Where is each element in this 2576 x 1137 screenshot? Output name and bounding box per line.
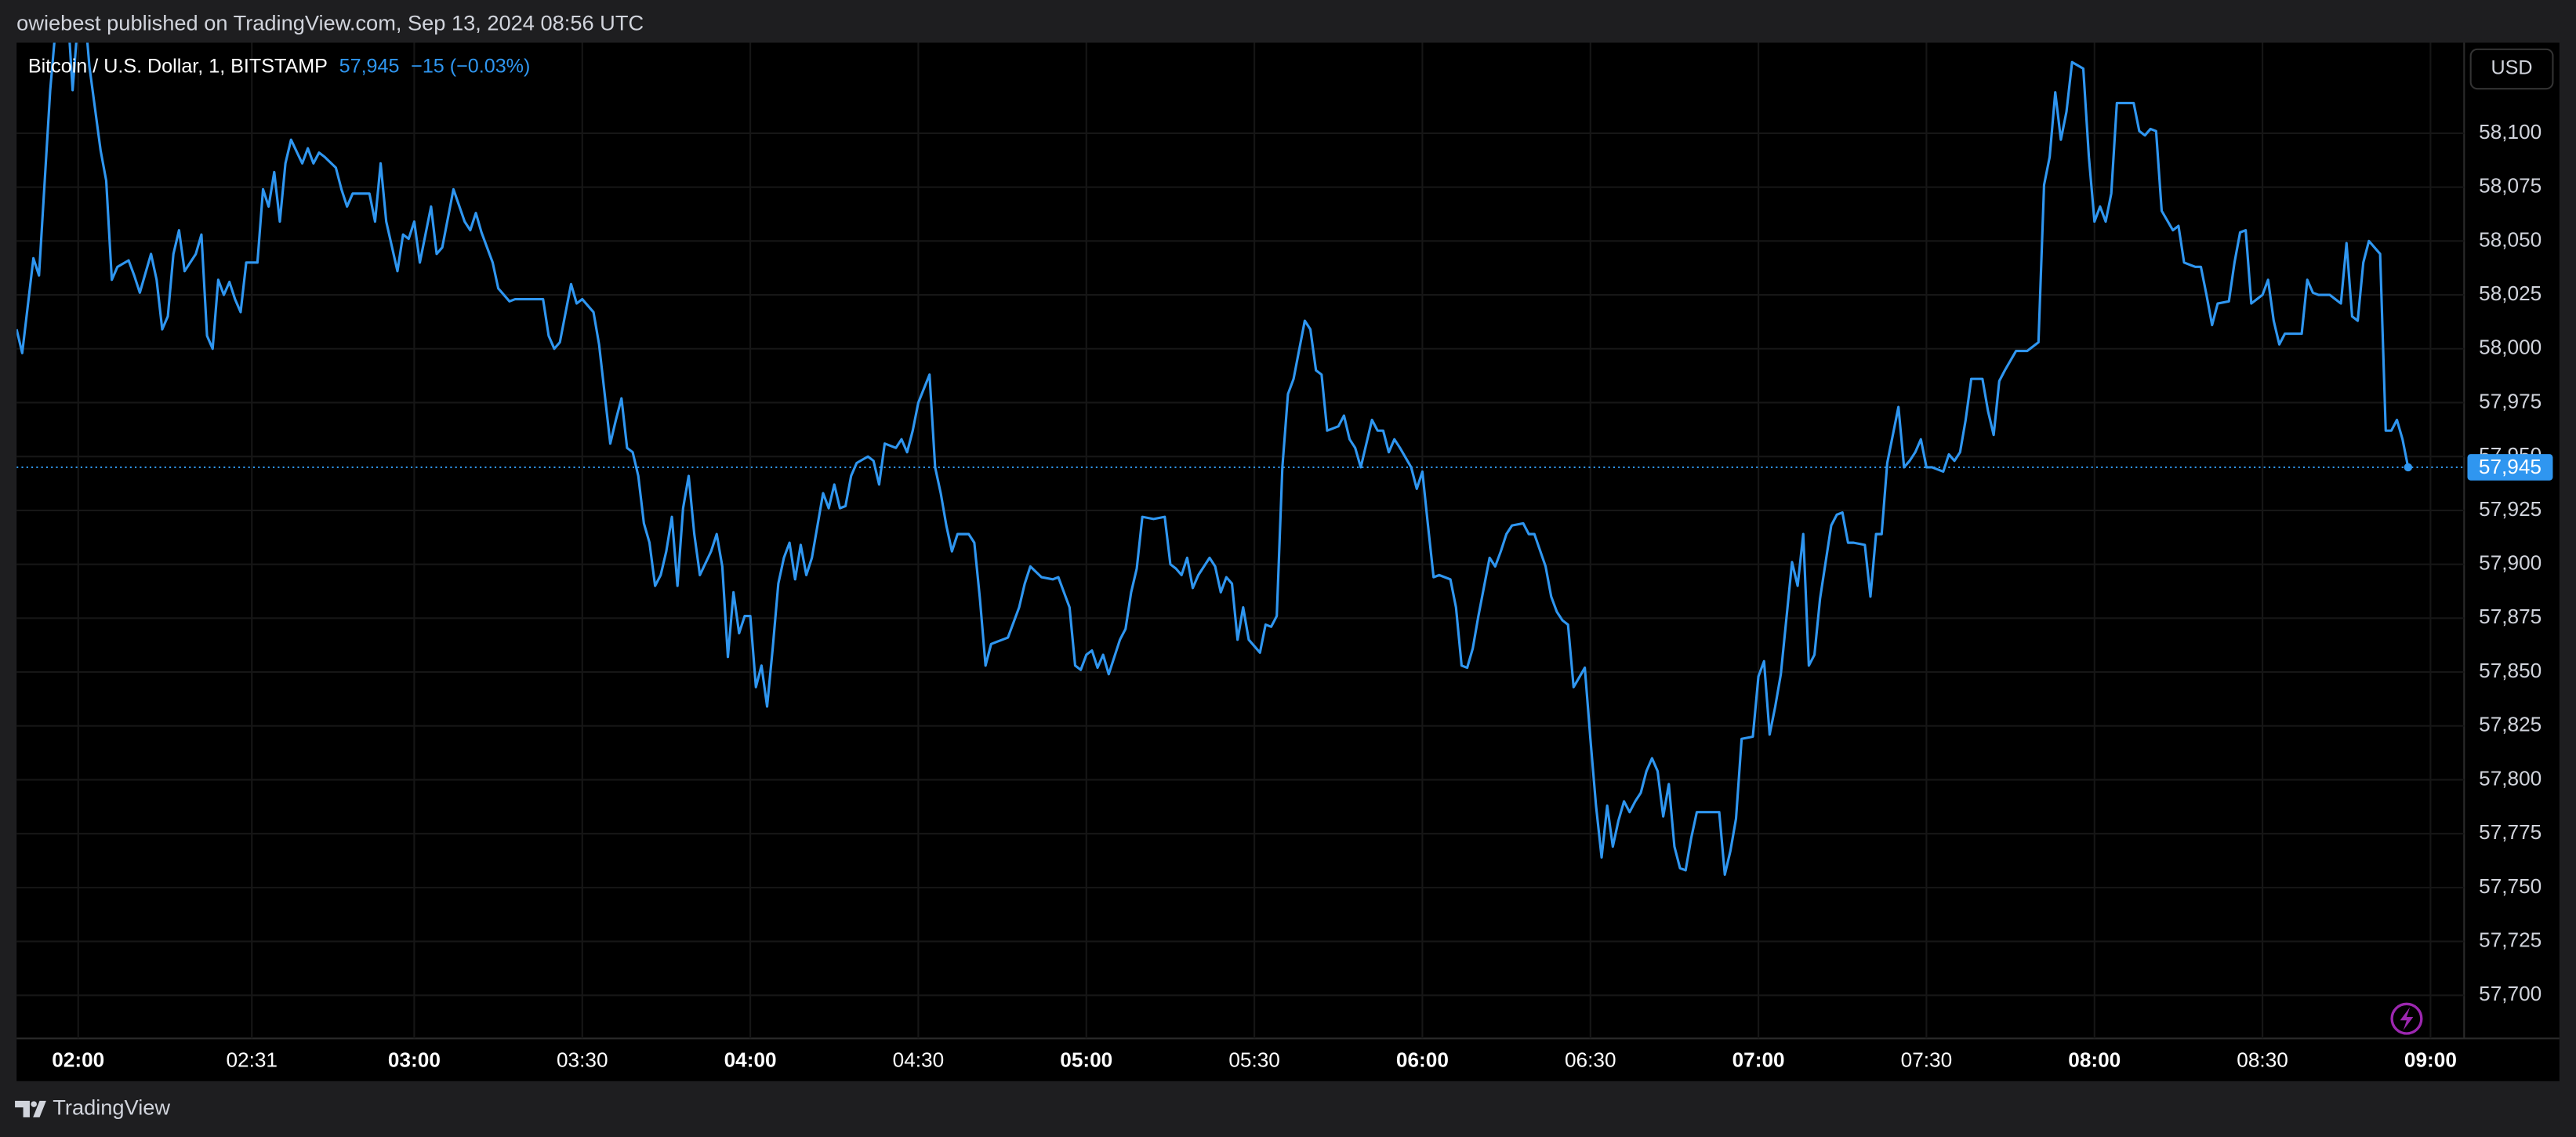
- x-tick-label: 08:00: [2068, 1048, 2121, 1072]
- y-tick-label: 58,075: [2479, 174, 2542, 198]
- x-tick-label: 02:00: [52, 1048, 104, 1072]
- y-tick-label: 57,875: [2479, 605, 2542, 628]
- legend-price: 57,945: [339, 56, 400, 78]
- currency-button[interactable]: [2469, 48, 2554, 90]
- last-price-tag: [2467, 454, 2553, 481]
- y-tick-label: 57,800: [2479, 766, 2542, 790]
- plot: [16, 42, 2465, 876]
- x-tick-label: 04:00: [724, 1048, 777, 1072]
- icon-circle[interactable]: [2390, 1002, 2423, 1035]
- x-tick-label: 09:00: [2404, 1048, 2457, 1072]
- x-tick-label: 02:31: [226, 1048, 278, 1072]
- x-tick-label: 07:00: [1732, 1048, 1785, 1072]
- chart-pane: [16, 42, 2560, 1081]
- symbol-legend: Bitcoin / U.S. Dollar, 1, BITSTAMP: [28, 56, 328, 78]
- y-tick-label: 58,000: [2479, 336, 2542, 359]
- currency-label[interactable]: USD: [2491, 57, 2533, 79]
- last-price-tag-label: 57,945: [2479, 455, 2542, 478]
- logo-dot: [31, 1101, 37, 1107]
- x-tick-label: 06:00: [1396, 1048, 1449, 1072]
- logo-mark: [15, 1100, 46, 1117]
- axes: 57,700 57,725 57,750 57,775 57,800 57,825 57,8…: [52, 120, 2553, 1072]
- y-tick-label: 58,050: [2479, 227, 2542, 251]
- x-tick-label: 08:30: [2237, 1048, 2288, 1072]
- y-tick-label: 58,025: [2479, 282, 2542, 305]
- y-tick-label: 57,975: [2479, 389, 2542, 412]
- x-tick-label: 07:30: [1901, 1048, 1953, 1072]
- y-tick-label: 58,100: [2479, 120, 2542, 143]
- last-point: [2404, 463, 2413, 472]
- y-tick-label: 57,925: [2479, 497, 2542, 521]
- x-tick-label: 05:00: [1060, 1048, 1112, 1072]
- icon-bolt[interactable]: [2400, 1007, 2414, 1030]
- publish-header: owiebest published on TradingView.com, S…: [16, 11, 644, 35]
- footer-brand: TradingView: [53, 1095, 170, 1120]
- x-tick-label: 03:00: [388, 1048, 441, 1072]
- x-tick-label: 04:30: [893, 1048, 945, 1072]
- replay-icon[interactable]: [2390, 1002, 2423, 1035]
- y-tick-label: 57,900: [2479, 551, 2542, 575]
- y-tick-label: 57,850: [2479, 659, 2542, 682]
- y-tick-label: 57,725: [2479, 928, 2542, 952]
- x-tick-label: 03:30: [557, 1048, 608, 1072]
- x-tick-label: 06:30: [1565, 1048, 1616, 1072]
- price-line: [16, 42, 2410, 876]
- footer-logo: [15, 1100, 46, 1117]
- legend-change: −15 (−0.03%): [411, 56, 530, 78]
- y-tick-label: 57,775: [2479, 820, 2542, 844]
- y-tick-label: 57,825: [2479, 713, 2542, 736]
- y-tick-label: 57,750: [2479, 874, 2542, 898]
- x-tick-label: 05:30: [1228, 1048, 1280, 1072]
- y-tick-label: 57,700: [2479, 982, 2542, 1005]
